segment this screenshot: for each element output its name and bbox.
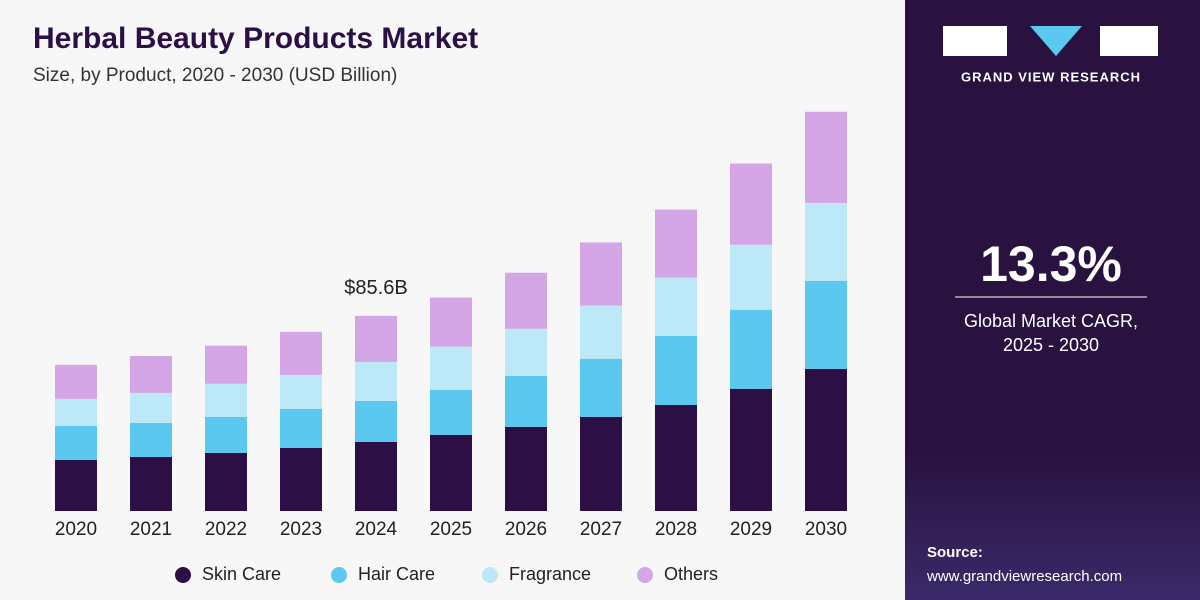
bar-segment bbox=[655, 209, 697, 278]
bar-segment bbox=[655, 335, 697, 405]
bar-segment bbox=[205, 345, 247, 384]
x-tick-label: 2020 bbox=[55, 519, 97, 540]
bar-segment bbox=[805, 368, 847, 511]
bar-segment bbox=[730, 244, 772, 310]
x-tick-label: 2024 bbox=[355, 519, 398, 540]
bar-segment bbox=[130, 355, 172, 393]
bar-segment bbox=[805, 202, 847, 281]
bar-segment bbox=[505, 272, 547, 329]
x-tick-label: 2023 bbox=[280, 519, 322, 540]
bar-segment bbox=[805, 111, 847, 203]
chart-title: Herbal Beauty Products Market bbox=[33, 22, 478, 55]
logo-triangle bbox=[1030, 26, 1082, 56]
bar-segment bbox=[505, 328, 547, 376]
x-tick-label: 2022 bbox=[205, 519, 247, 540]
sidebar-background bbox=[905, 0, 1200, 600]
bar-segment bbox=[355, 441, 397, 511]
bar-segment bbox=[430, 389, 472, 435]
bar-segment bbox=[130, 456, 172, 511]
legend-label: Fragrance bbox=[509, 564, 591, 584]
bar-segment bbox=[580, 358, 622, 417]
bar-segment bbox=[655, 277, 697, 336]
bar-segment bbox=[280, 374, 322, 409]
bar-segment bbox=[730, 163, 772, 245]
legend-swatch bbox=[331, 567, 347, 583]
legend-swatch bbox=[175, 567, 191, 583]
bar-segment bbox=[430, 297, 472, 347]
bar-segment bbox=[355, 315, 397, 362]
bar-segment bbox=[280, 408, 322, 448]
bar-segment bbox=[205, 383, 247, 417]
bar-segment bbox=[580, 416, 622, 511]
legend-label: Hair Care bbox=[358, 564, 435, 584]
bar-segment bbox=[655, 404, 697, 511]
cagr-caption: Global Market CAGR, bbox=[964, 311, 1138, 331]
bar-segment bbox=[55, 364, 97, 399]
x-tick-label: 2027 bbox=[580, 519, 622, 540]
bar-segment bbox=[55, 425, 97, 460]
bar-segment bbox=[355, 400, 397, 442]
bar-segment bbox=[580, 242, 622, 306]
logo bbox=[943, 26, 1158, 56]
bar-segment bbox=[280, 331, 322, 375]
bar-segment bbox=[430, 346, 472, 390]
source-url[interactable]: www.grandviewresearch.com bbox=[926, 568, 1122, 585]
source-label: Source: bbox=[927, 544, 983, 561]
bar-segment bbox=[205, 416, 247, 453]
legend-swatch bbox=[482, 567, 498, 583]
bar-segment bbox=[730, 309, 772, 389]
cagr-value: 13.3% bbox=[980, 236, 1122, 292]
bar-segment bbox=[430, 434, 472, 511]
bar-segment bbox=[130, 422, 172, 457]
x-tick-label: 2021 bbox=[130, 519, 172, 540]
x-tick-label: 2026 bbox=[505, 519, 547, 540]
total-label: $85.6B bbox=[344, 277, 407, 299]
bar-segment bbox=[205, 452, 247, 511]
bar-segment bbox=[730, 388, 772, 511]
logo-block bbox=[943, 26, 1007, 56]
bar-segment bbox=[355, 361, 397, 401]
brand: GRAND VIEW RESEARCH bbox=[961, 69, 1141, 84]
bar-segment bbox=[55, 459, 97, 511]
legend-swatch bbox=[637, 567, 653, 583]
x-tick-label: 2025 bbox=[430, 519, 472, 540]
x-tick-label: 2030 bbox=[805, 519, 847, 540]
logo-block bbox=[1100, 26, 1158, 56]
chart-subtitle: Size, by Product, 2020 - 2030 (USD Billi… bbox=[33, 65, 397, 86]
bar-segment bbox=[805, 280, 847, 369]
x-tick-label: 2029 bbox=[730, 519, 772, 540]
bar-segment bbox=[280, 447, 322, 511]
bar-segment bbox=[130, 392, 172, 423]
bar-segment bbox=[505, 426, 547, 511]
bar-segment bbox=[55, 398, 97, 426]
bar-segment bbox=[505, 375, 547, 427]
cagr-caption: 2025 - 2030 bbox=[1003, 335, 1099, 355]
legend-label: Skin Care bbox=[202, 564, 281, 584]
x-tick-label: 2028 bbox=[655, 519, 697, 540]
bar-segment bbox=[580, 305, 622, 359]
legend-label: Others bbox=[664, 564, 718, 584]
